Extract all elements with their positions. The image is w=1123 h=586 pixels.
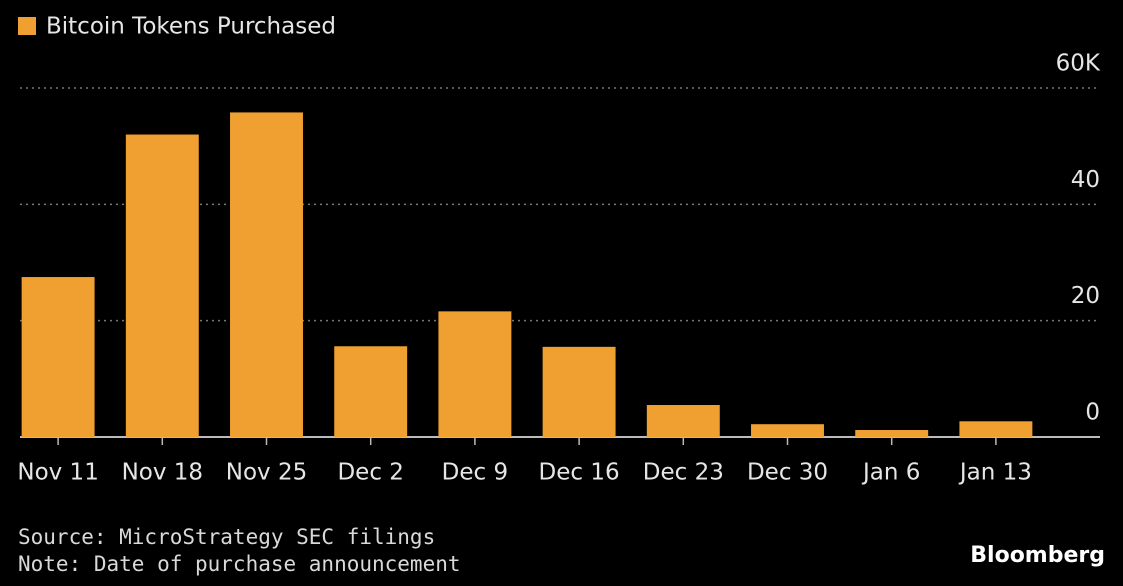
x-tick-label: Nov 11 xyxy=(17,460,98,486)
x-tick-label: Dec 16 xyxy=(539,460,620,486)
x-tick-label: Dec 9 xyxy=(442,460,508,486)
x-tick-label: Nov 18 xyxy=(122,460,203,486)
bar xyxy=(21,277,95,437)
x-tick-label: Dec 23 xyxy=(643,460,724,486)
bar xyxy=(646,405,720,437)
legend-label: Bitcoin Tokens Purchased xyxy=(46,14,336,40)
x-tick-label: Dec 30 xyxy=(747,460,828,486)
bar xyxy=(542,346,616,437)
x-tick-label: Jan 13 xyxy=(958,460,1032,486)
bar xyxy=(230,112,303,438)
bar xyxy=(125,134,199,438)
note: Note: Date of purchase announcement xyxy=(18,552,461,576)
y-tick-label: 60K xyxy=(1056,51,1101,77)
bar xyxy=(855,430,929,437)
y-tick-label: 20 xyxy=(1071,283,1100,309)
bar xyxy=(751,424,824,437)
legend-swatch xyxy=(18,17,36,35)
bar xyxy=(438,311,512,437)
x-tick-label: Dec 2 xyxy=(337,460,403,486)
x-tick-label: Nov 25 xyxy=(226,460,307,486)
source: Source: MicroStrategy SEC filings xyxy=(18,525,435,549)
brand: Bloomberg xyxy=(970,543,1105,568)
bar xyxy=(959,421,1033,437)
x-tick-label: Jan 6 xyxy=(861,460,920,486)
y-tick-label: 0 xyxy=(1085,400,1100,426)
bar xyxy=(334,346,408,437)
y-tick-label: 40 xyxy=(1071,167,1100,193)
